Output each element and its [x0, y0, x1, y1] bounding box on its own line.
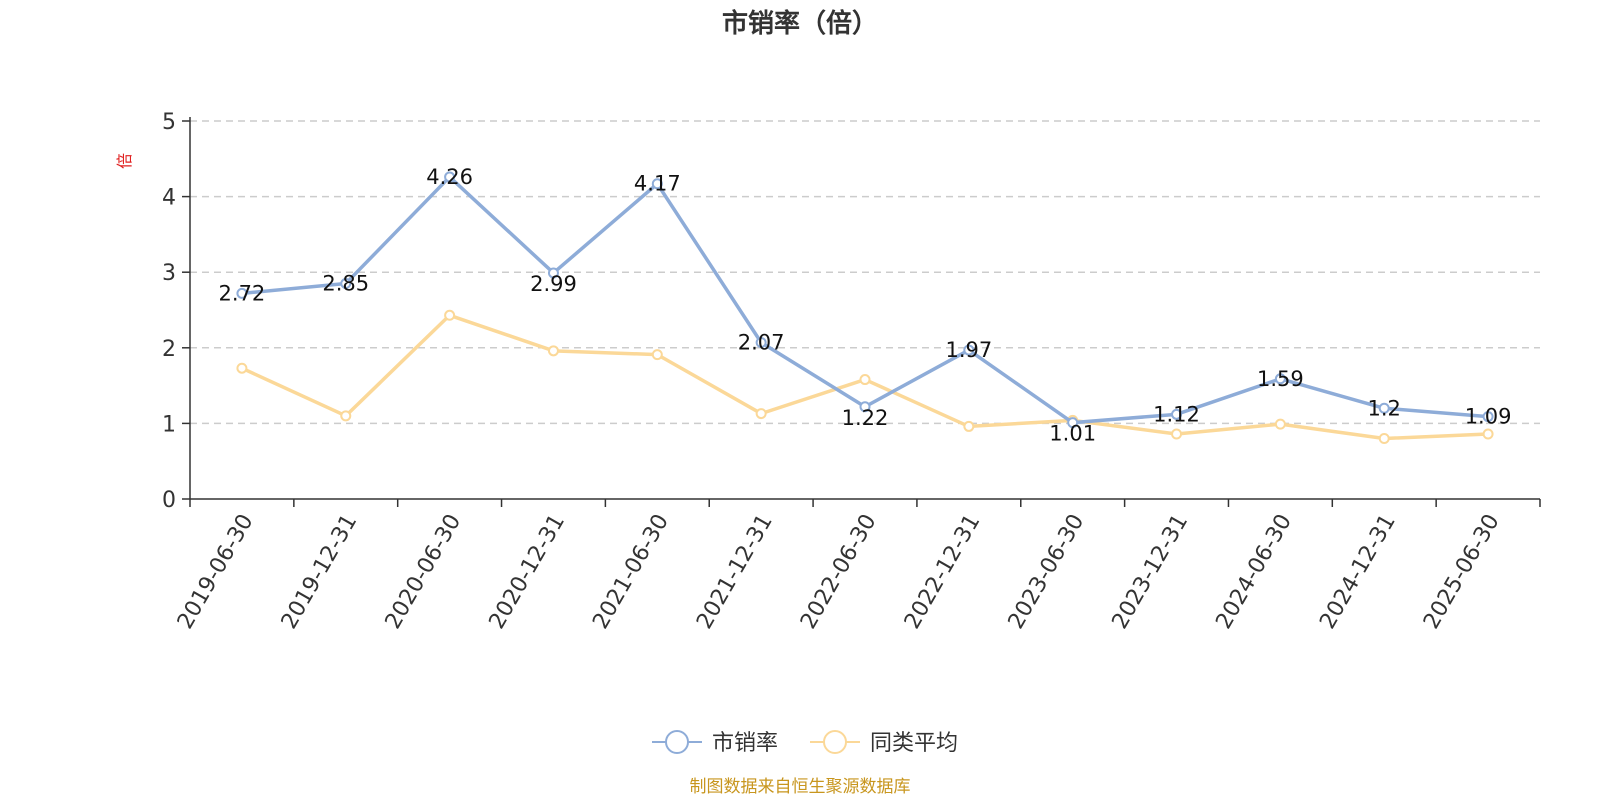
y-axis-unit-label: 倍: [115, 153, 134, 169]
x-tick-label: 2024-06-30: [1211, 510, 1297, 633]
data-point[interactable]: [1067, 417, 1079, 429]
legend-marker-icon: [823, 730, 847, 754]
data-label: 4.26: [426, 165, 473, 189]
data-point[interactable]: [859, 401, 871, 413]
legend-label[interactable]: 同类平均: [870, 731, 958, 756]
data-point[interactable]: [1171, 428, 1183, 440]
chart-title: 市销率（倍）: [722, 8, 878, 39]
x-tick-label: 2022-12-31: [900, 510, 986, 633]
source-note: 制图数据来自恒生聚源数据库: [690, 777, 911, 797]
data-point[interactable]: [1378, 402, 1390, 414]
data-point[interactable]: [1482, 428, 1494, 440]
x-tick-label: 2023-12-31: [1108, 510, 1194, 633]
data-point[interactable]: [1274, 418, 1286, 430]
y-tick-label: 0: [162, 488, 176, 513]
data-point[interactable]: [236, 362, 248, 374]
data-point[interactable]: [340, 278, 352, 290]
x-tick-label: 2023-06-30: [1004, 510, 1090, 633]
data-point[interactable]: [963, 420, 975, 432]
axes: 0 1 2 3 4 5 2019-06-30 2019-12-31 2020-06-30 2020…: [162, 110, 1541, 633]
data-label: 1.09: [1465, 405, 1512, 429]
data-label: 2.85: [322, 272, 369, 296]
grid-lines: [190, 120, 1540, 425]
x-tick-label: 2021-12-31: [692, 510, 778, 633]
data-label: 2.07: [738, 331, 785, 355]
series-lines: [236, 171, 1494, 445]
data-point[interactable]: [755, 337, 767, 349]
data-point[interactable]: [444, 309, 456, 321]
y-tick-label: 1: [162, 412, 176, 437]
x-tick-label: 2020-06-30: [381, 510, 467, 633]
data-label: 4.17: [634, 172, 681, 196]
x-tick-label: 2019-06-30: [173, 510, 259, 633]
data-point[interactable]: [859, 374, 871, 386]
x-tick-label: 2024-12-31: [1315, 510, 1401, 633]
data-label: 2.72: [219, 281, 266, 305]
data-label: 1.12: [1153, 402, 1200, 426]
data-point[interactable]: [444, 171, 456, 183]
data-label: 2.99: [530, 272, 577, 296]
data-label: 1.22: [842, 406, 889, 430]
legend[interactable]: 市销率 同类平均: [652, 730, 958, 756]
data-point[interactable]: [651, 178, 663, 190]
x-tick-label: 2020-12-31: [485, 510, 571, 633]
data-point[interactable]: [963, 344, 975, 356]
x-tick-label: 2022-06-30: [796, 510, 882, 633]
legend-label[interactable]: 市销率: [712, 731, 778, 756]
data-point[interactable]: [340, 410, 352, 422]
data-point[interactable]: [651, 349, 663, 361]
data-point[interactable]: [1274, 373, 1286, 385]
data-point[interactable]: [547, 267, 559, 279]
x-tick-label: 2019-12-31: [277, 510, 363, 633]
y-tick-label: 3: [162, 261, 176, 286]
x-tick-label: 2021-06-30: [588, 510, 674, 633]
data-label: 1.97: [945, 338, 992, 362]
data-label: 1.59: [1257, 367, 1304, 391]
y-tick-label: 5: [162, 110, 176, 135]
data-label: 1.2: [1368, 396, 1401, 420]
data-point[interactable]: [1171, 408, 1183, 420]
data-point[interactable]: [236, 287, 248, 299]
data-point[interactable]: [1482, 411, 1494, 423]
y-tick-label: 2: [162, 337, 176, 362]
legend-marker-icon: [665, 730, 689, 754]
y-tick-label: 4: [162, 186, 176, 211]
data-point[interactable]: [1378, 433, 1390, 445]
data-point[interactable]: [755, 408, 767, 420]
data-labels: 2.72 2.85 4.26 2.99 4.17 2.07 1.22 1.97 1.01 1.12…: [219, 165, 1512, 446]
data-label: 1.01: [1049, 422, 1096, 446]
data-point[interactable]: [547, 345, 559, 357]
x-tick-label: 2025-06-30: [1419, 510, 1505, 633]
